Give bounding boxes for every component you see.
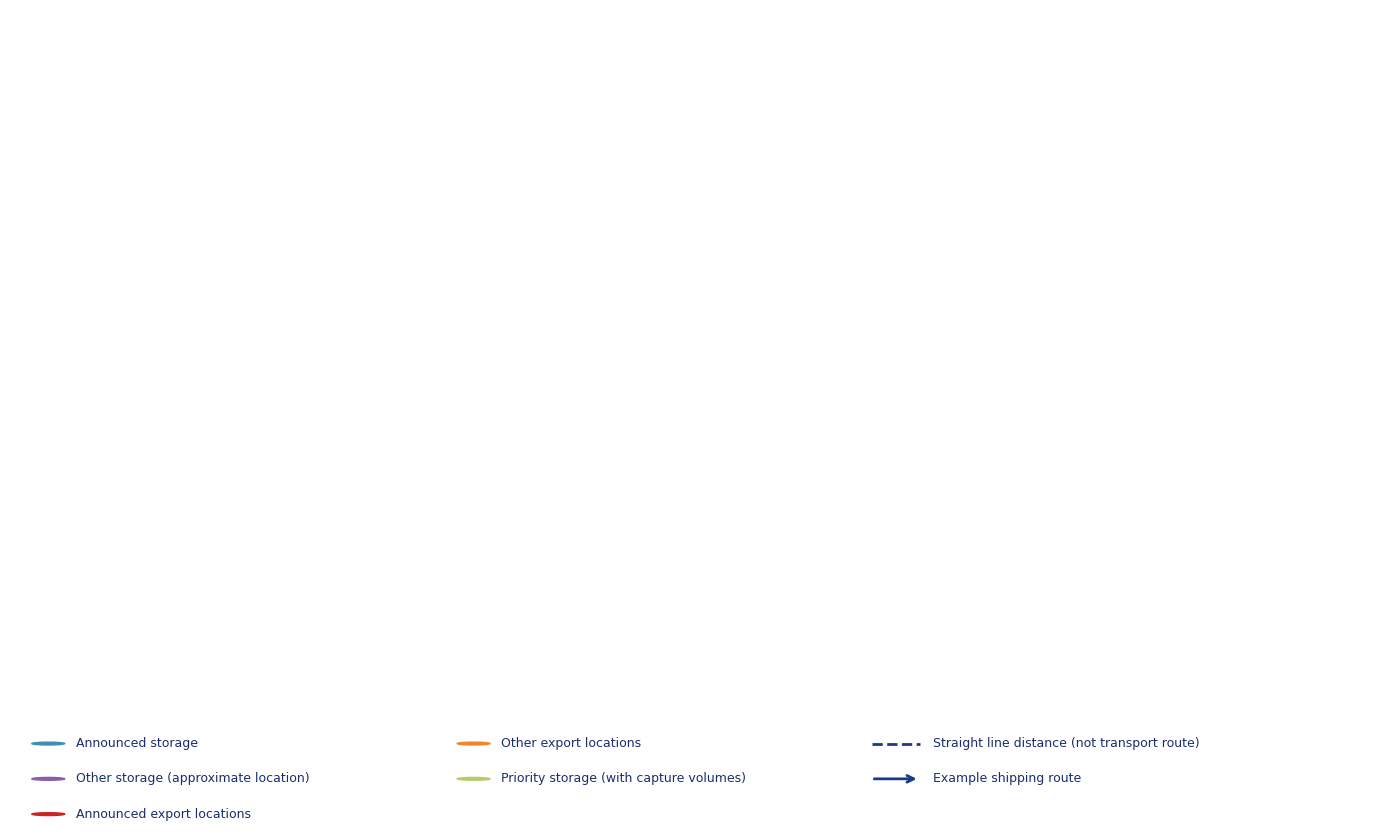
Circle shape bbox=[32, 743, 64, 745]
Text: Other storage (approximate location): Other storage (approximate location) bbox=[76, 772, 309, 785]
Circle shape bbox=[458, 778, 490, 780]
Text: Priority storage (with capture volumes): Priority storage (with capture volumes) bbox=[501, 772, 746, 785]
Text: Straight line distance (not transport route): Straight line distance (not transport ro… bbox=[934, 737, 1200, 750]
Text: Announced export locations: Announced export locations bbox=[76, 807, 251, 821]
Circle shape bbox=[32, 778, 64, 780]
Text: Example shipping route: Example shipping route bbox=[934, 772, 1081, 785]
Text: Other export locations: Other export locations bbox=[501, 737, 641, 750]
Circle shape bbox=[32, 813, 64, 816]
Text: Announced storage: Announced storage bbox=[76, 737, 197, 750]
Circle shape bbox=[458, 743, 490, 745]
